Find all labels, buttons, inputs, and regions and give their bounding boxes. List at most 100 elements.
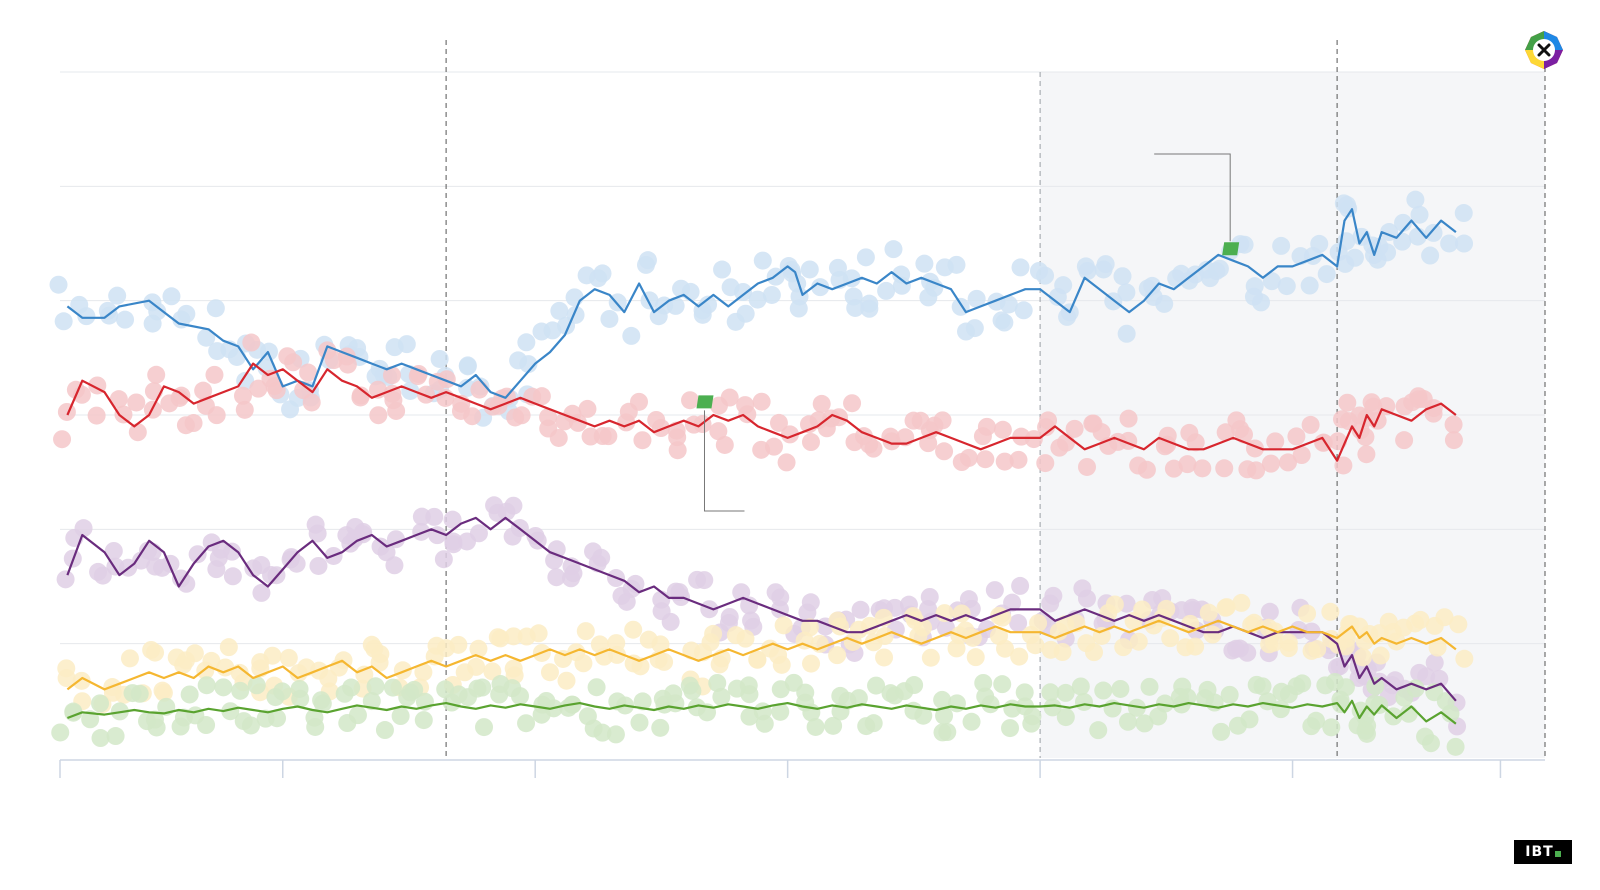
poll-dot — [712, 687, 731, 706]
poll-dot — [1071, 677, 1090, 696]
poll-dot — [1421, 246, 1440, 265]
trend-line-blue — [66, 208, 1457, 399]
poll-dot — [1133, 600, 1152, 619]
poll-dot — [1011, 258, 1030, 277]
poll-dot — [1330, 657, 1349, 676]
poll-dot — [279, 648, 298, 667]
poll-dot — [831, 686, 850, 705]
poll-dot — [867, 676, 886, 695]
trend-lines — [66, 208, 1457, 725]
poll-dot — [114, 405, 133, 424]
poll-dot — [1157, 599, 1176, 618]
poll-dot — [1410, 205, 1429, 224]
poll-dot — [935, 258, 954, 277]
poll-dot — [517, 627, 536, 646]
poll-dot — [1199, 603, 1218, 622]
poll-dot — [875, 648, 894, 667]
dots-purple — [56, 496, 1467, 736]
poll-dot — [469, 639, 488, 658]
poll-dot — [766, 583, 785, 602]
poll-dot — [1023, 707, 1042, 726]
poll-dot — [774, 616, 793, 635]
poll-dot — [370, 653, 389, 672]
poll-dot — [856, 248, 875, 267]
poll-dot — [557, 671, 576, 690]
poll-dot — [965, 319, 984, 338]
poll-dot — [463, 407, 482, 426]
poll-dot — [265, 377, 284, 396]
poll-dot — [252, 583, 271, 602]
poll-dot — [353, 525, 372, 544]
poll-dot — [981, 695, 1000, 714]
poll-dot — [651, 419, 670, 438]
poll-dot — [146, 643, 165, 662]
poll-dot — [1085, 643, 1104, 662]
poll-dot — [1357, 445, 1376, 464]
poll-dot — [371, 537, 390, 556]
poll-dot — [1253, 677, 1272, 696]
poll-dot — [860, 435, 879, 454]
poll-dot — [1230, 639, 1249, 658]
poll-dot — [206, 299, 225, 318]
poll-dot — [651, 718, 670, 737]
poll-dot — [223, 567, 242, 586]
poll-dot — [449, 685, 468, 704]
poll-dot — [1155, 694, 1174, 713]
poll-dot — [306, 717, 325, 736]
poll-dot — [1015, 683, 1034, 702]
poll-dot — [162, 287, 181, 306]
poll-dot — [98, 301, 117, 320]
poll-dot — [761, 639, 780, 658]
poll-dot — [1360, 624, 1379, 643]
poll-dot — [233, 386, 252, 405]
poll-dot — [680, 676, 699, 695]
poll-dot — [1178, 455, 1197, 474]
poll-dot — [1387, 632, 1406, 651]
poll-dot — [919, 434, 938, 453]
poll-dot — [734, 282, 753, 301]
poll-dot — [1193, 459, 1212, 478]
poll-dot — [284, 353, 303, 372]
poll-dot — [1048, 287, 1067, 306]
poll-dot — [1129, 456, 1148, 475]
poll-dot — [811, 278, 830, 297]
poll-dot — [412, 522, 431, 541]
poll-dot — [710, 655, 729, 674]
poll-dot — [351, 386, 370, 405]
poll-dot — [1240, 710, 1259, 729]
poll-dot — [732, 583, 751, 602]
poll-dot — [194, 381, 213, 400]
trend-line-yellow — [66, 619, 1457, 691]
poll-dot — [1186, 637, 1205, 656]
trend-line-green — [67, 699, 1457, 725]
poll-dot — [154, 683, 173, 702]
poll-dot — [425, 507, 444, 526]
poll-dot — [177, 574, 196, 593]
poll-dot — [882, 432, 901, 451]
poll-dot — [748, 290, 767, 309]
poll-dot — [223, 542, 242, 561]
dots-green — [51, 672, 1465, 756]
poll-dot — [996, 639, 1015, 658]
poll-dot — [221, 702, 240, 721]
poll-dot — [740, 685, 759, 704]
poll-dot — [470, 380, 489, 399]
poll-dot — [309, 556, 328, 575]
poll-dot — [789, 299, 808, 318]
poll-dot — [1351, 701, 1370, 720]
poll-dot — [1424, 223, 1443, 242]
poll-dot — [1292, 446, 1311, 465]
poll-dot — [405, 680, 424, 699]
poll-dot — [1371, 646, 1390, 665]
poll-dot — [935, 706, 954, 725]
poll-dot — [1014, 301, 1033, 320]
poll-dot — [1455, 234, 1474, 253]
poll-dot — [1036, 454, 1055, 473]
poll-dot — [268, 709, 287, 728]
poll-dot — [966, 648, 985, 667]
poll-dot — [197, 328, 216, 347]
poll-dot — [147, 718, 166, 737]
poll-dot — [207, 406, 226, 425]
poll-dot — [1053, 642, 1072, 661]
poll-dot — [391, 707, 410, 726]
